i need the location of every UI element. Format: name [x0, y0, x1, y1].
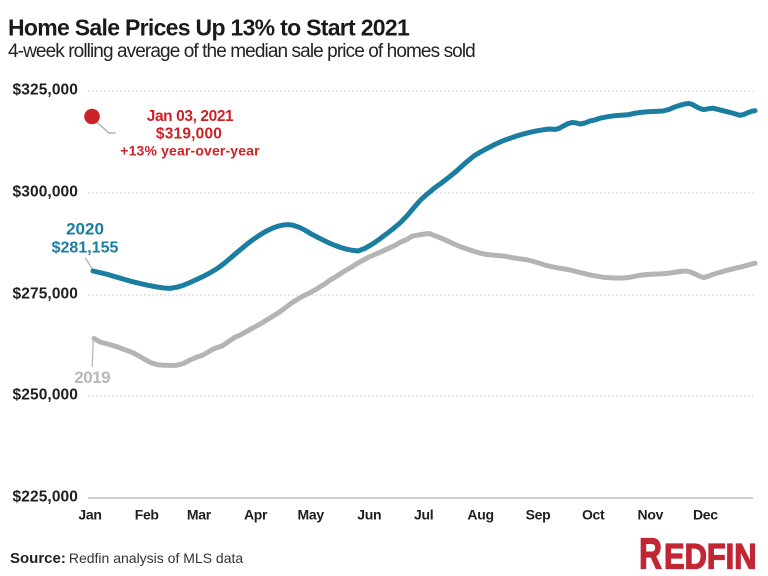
svg-text:4-week rolling average of the: 4-week rolling average of the median sal… — [8, 41, 475, 62]
svg-text:Aug: Aug — [467, 507, 493, 523]
svg-text:Sep: Sep — [526, 507, 551, 523]
svg-text:Mar: Mar — [187, 507, 212, 523]
svg-text:Jun: Jun — [357, 507, 381, 523]
svg-text:Jul: Jul — [414, 507, 433, 523]
svg-text:Home Sale Prices Up 13% to Sta: Home Sale Prices Up 13% to Start 2021 — [8, 14, 410, 40]
svg-text:$300,000: $300,000 — [13, 184, 78, 201]
svg-text:May: May — [298, 507, 325, 523]
svg-text:Apr: Apr — [244, 507, 268, 523]
svg-text:Jan 03, 2021: Jan 03, 2021 — [147, 108, 234, 125]
svg-text:Feb: Feb — [135, 507, 159, 523]
svg-text:EDFIN: EDFIN — [664, 538, 757, 576]
svg-text:Jan: Jan — [78, 507, 101, 523]
svg-text:Dec: Dec — [693, 507, 718, 523]
svg-text:$319,000: $319,000 — [156, 125, 222, 142]
svg-text:$275,000: $275,000 — [13, 286, 78, 303]
svg-text:$250,000: $250,000 — [13, 387, 78, 404]
svg-text:Nov: Nov — [638, 507, 664, 523]
svg-text:Oct: Oct — [582, 507, 605, 523]
svg-text:+13% year-over-year: +13% year-over-year — [120, 142, 260, 158]
svg-text:Source:Redfin analysis of MLS: Source: Redfin analysis of MLS data — [10, 550, 243, 567]
svg-text:R: R — [639, 530, 662, 576]
svg-text:$225,000: $225,000 — [13, 489, 78, 506]
svg-text:$281,155: $281,155 — [52, 240, 119, 257]
svg-text:2019: 2019 — [74, 368, 110, 387]
svg-text:$325,000: $325,000 — [13, 82, 78, 99]
svg-text:2020: 2020 — [66, 220, 104, 239]
